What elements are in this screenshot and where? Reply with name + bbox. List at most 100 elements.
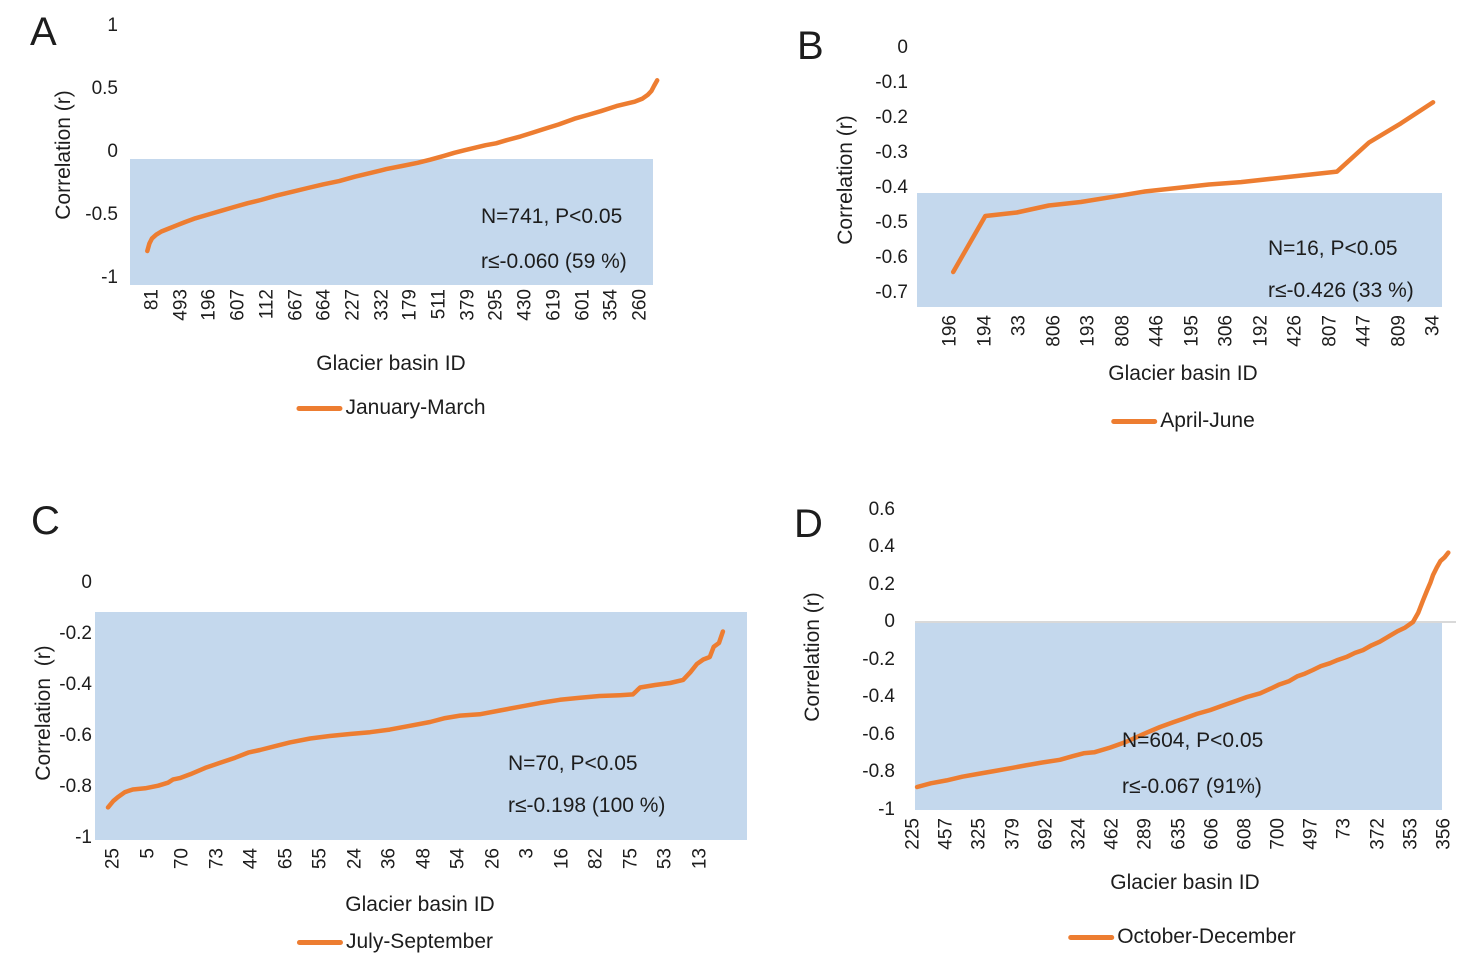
y-tick-label: -0.8 bbox=[59, 776, 92, 797]
x-tick-label: 497 bbox=[1300, 818, 1322, 850]
x-tick-label: 196 bbox=[198, 289, 220, 321]
x-tick-label: 81 bbox=[141, 289, 163, 311]
x-tick-label: 692 bbox=[1035, 818, 1057, 850]
correlation-line bbox=[145, 78, 660, 254]
y-tick-label: 0 bbox=[897, 37, 908, 58]
x-tick-label: 36 bbox=[378, 848, 400, 870]
x-tick-label: 195 bbox=[1181, 315, 1202, 347]
x-tick-label: 379 bbox=[1002, 818, 1024, 850]
annotation-n-c: N=70, P<0.05 bbox=[508, 752, 638, 775]
correlation-line bbox=[105, 629, 726, 810]
x-axis-title-d: Glacier basin ID bbox=[1110, 871, 1260, 894]
y-axis-label-c: Correlation (r) bbox=[32, 645, 55, 781]
y-tick-label: -0.6 bbox=[875, 247, 908, 268]
y-tick-label: 0 bbox=[884, 611, 895, 632]
y-tick-label: -0.6 bbox=[862, 723, 895, 745]
x-tick-label: 82 bbox=[585, 848, 607, 870]
x-tick-label: 179 bbox=[399, 289, 421, 321]
legend-label: April-June bbox=[1160, 409, 1255, 432]
x-tick-label: 193 bbox=[1077, 315, 1099, 347]
x-tick-label: 34 bbox=[1422, 315, 1444, 337]
correlation-line bbox=[914, 550, 1451, 790]
x-tick-label: 457 bbox=[935, 818, 957, 850]
x-tick-label: 325 bbox=[968, 818, 990, 850]
legend-b: April-June bbox=[1111, 409, 1255, 433]
x-tick-label: 192 bbox=[1250, 315, 1271, 347]
y-tick-label: 0 bbox=[81, 572, 92, 593]
y-tick-label: -0.4 bbox=[875, 177, 908, 198]
annotation-threshold-b: r≤-0.426 (33 %) bbox=[1268, 279, 1414, 302]
panel-letter-a: A bbox=[30, 10, 57, 54]
y-tick-label: -0.3 bbox=[875, 142, 908, 163]
x-tick-label: 44 bbox=[240, 848, 262, 870]
annotation-n-b: N=16, P<0.05 bbox=[1268, 237, 1398, 260]
x-tick-label: 54 bbox=[447, 848, 469, 870]
significance-band bbox=[130, 159, 653, 285]
x-tick-label: 26 bbox=[482, 848, 504, 870]
y-tick-label: -0.5 bbox=[875, 212, 908, 233]
x-tick-label: 462 bbox=[1101, 818, 1123, 850]
legend-c: July-September bbox=[296, 930, 494, 954]
x-tick-label: 379 bbox=[457, 289, 479, 321]
x-tick-label: 306 bbox=[1215, 315, 1237, 347]
x-tick-label: 24 bbox=[344, 848, 366, 870]
x-tick-label: 700 bbox=[1267, 818, 1289, 850]
y-tick-label: 0.2 bbox=[868, 573, 895, 595]
x-tick-label: 808 bbox=[1112, 315, 1133, 347]
x-tick-label: 332 bbox=[371, 289, 393, 321]
x-tick-label: 289 bbox=[1134, 818, 1156, 850]
x-tick-label: 809 bbox=[1388, 315, 1409, 347]
y-tick-label: 1 bbox=[107, 14, 118, 36]
legend-d: October-December bbox=[1068, 925, 1296, 949]
y-tick-label: -0.1 bbox=[875, 72, 908, 93]
y-tick-label: 0.6 bbox=[868, 498, 895, 520]
x-tick-label: 3 bbox=[516, 848, 538, 859]
legend-line-swatch bbox=[296, 405, 343, 411]
x-tick-label: 372 bbox=[1367, 818, 1389, 850]
x-tick-label: 635 bbox=[1168, 818, 1189, 850]
x-tick-label: 73 bbox=[206, 848, 228, 870]
x-axis-title-b: Glacier basin ID bbox=[1108, 362, 1258, 385]
x-tick-label: 53 bbox=[654, 848, 676, 870]
x-tick-label: 112 bbox=[256, 289, 278, 320]
x-tick-label: 664 bbox=[313, 289, 335, 321]
x-tick-label: 807 bbox=[1319, 315, 1340, 347]
x-tick-label: 806 bbox=[1043, 315, 1064, 347]
y-tick-label: 0 bbox=[107, 140, 118, 162]
panel-letter-d: D bbox=[794, 502, 823, 546]
x-tick-label: 619 bbox=[543, 289, 565, 321]
x-tick-label: 73 bbox=[1333, 818, 1355, 840]
x-tick-label: 608 bbox=[1234, 818, 1256, 850]
annotation-threshold-a: r≤-0.060 (59 %) bbox=[481, 250, 627, 273]
x-tick-label: 260 bbox=[629, 289, 651, 321]
legend-label: July-September bbox=[345, 930, 494, 953]
annotation-threshold-d: r≤-0.067 (91%) bbox=[1122, 775, 1262, 798]
x-tick-label: 55 bbox=[309, 848, 331, 870]
x-tick-label: 606 bbox=[1201, 818, 1223, 850]
annotation-threshold-c: r≤-0.198 (100 %) bbox=[508, 794, 666, 817]
y-tick-label: -1 bbox=[75, 827, 92, 848]
x-tick-label: 446 bbox=[1146, 315, 1168, 347]
legend-label: October-December bbox=[1117, 925, 1296, 948]
x-tick-label: 511 bbox=[428, 289, 450, 320]
y-tick-label: -0.2 bbox=[862, 648, 895, 670]
y-tick-label: -0.2 bbox=[59, 623, 92, 644]
legend-line-swatch bbox=[1068, 934, 1115, 940]
x-tick-label: 667 bbox=[285, 289, 307, 321]
annotation-n-a: N=741, P<0.05 bbox=[481, 205, 623, 228]
legend-line-swatch bbox=[296, 939, 343, 945]
x-tick-label: 16 bbox=[551, 848, 573, 870]
x-tick-label: 295 bbox=[485, 289, 507, 321]
x-tick-label: 493 bbox=[170, 289, 192, 321]
x-axis-title-c: Glacier basin ID bbox=[345, 893, 495, 916]
x-tick-label: 75 bbox=[620, 848, 642, 870]
x-tick-label: 356 bbox=[1433, 818, 1455, 850]
x-tick-label: 70 bbox=[171, 848, 193, 870]
y-tick-label: -0.4 bbox=[862, 686, 895, 707]
x-tick-label: 353 bbox=[1400, 818, 1422, 850]
x-tick-label: 426 bbox=[1284, 315, 1306, 347]
y-tick-label: -0.8 bbox=[862, 761, 895, 782]
y-tick-label: 0.5 bbox=[91, 77, 118, 99]
y-tick-label: -0.5 bbox=[85, 203, 118, 225]
